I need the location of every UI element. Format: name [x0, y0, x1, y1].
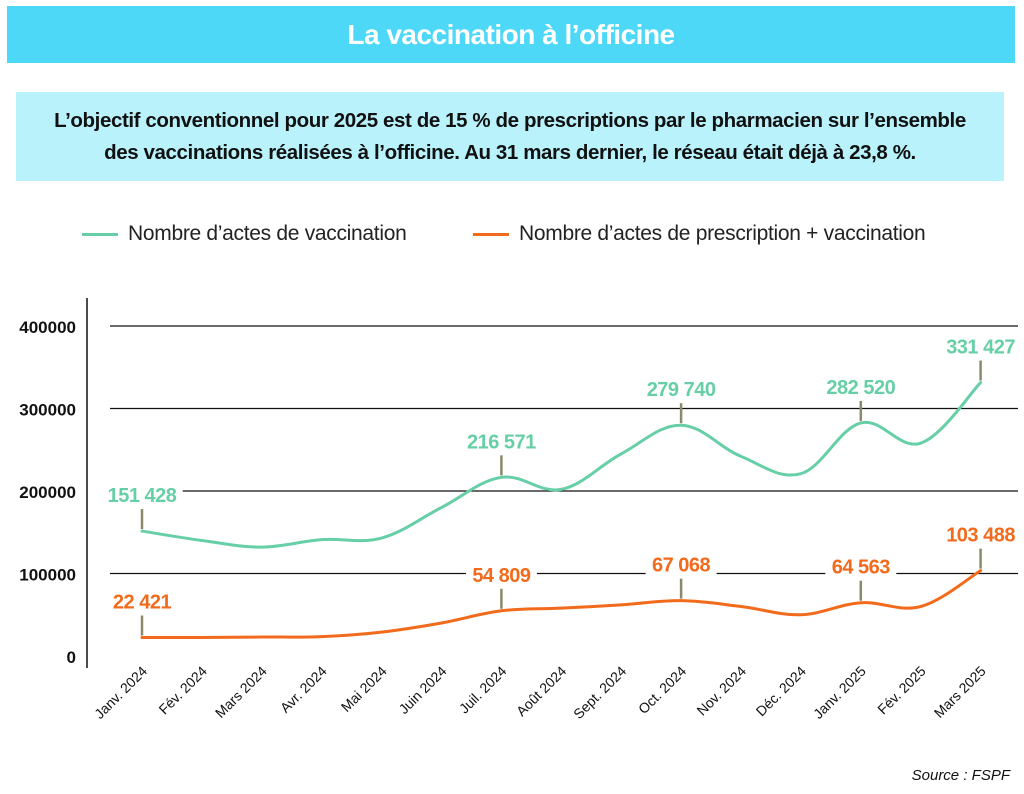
- data-label: 67 068: [652, 555, 711, 577]
- data-label: 54 809: [472, 565, 531, 587]
- data-label-bg: [106, 589, 178, 614]
- x-tick-label: Sept. 2024: [570, 663, 629, 722]
- data-label: 331 427: [946, 337, 1015, 359]
- title-banner: La vaccination à l’officine: [7, 6, 1015, 63]
- y-tick-label: 300000: [19, 401, 76, 420]
- x-tick-label: Juil. 2024: [456, 663, 510, 717]
- x-tick-label: Avr. 2024: [277, 663, 330, 716]
- x-tick-label: Janv. 2024: [91, 663, 150, 722]
- x-tick-label: Fév. 2025: [874, 663, 929, 718]
- y-tick-label: 0: [67, 648, 76, 667]
- source-note: Source : FSPF: [911, 767, 1010, 784]
- data-label-bg: [640, 377, 722, 402]
- data-label-bg: [825, 554, 897, 579]
- legend-swatch-green: [82, 232, 118, 236]
- x-tick-label: Mars 2024: [212, 663, 270, 721]
- data-label: 151 428: [108, 485, 177, 507]
- series-line-vaccination: [140, 381, 983, 549]
- legend-item-vaccination: Nombre d’actes de vaccination: [82, 222, 407, 246]
- data-label-bg: [820, 374, 902, 399]
- data-label-bg: [101, 483, 183, 508]
- data-label: 103 488: [946, 525, 1015, 547]
- data-label-bg: [645, 552, 717, 577]
- x-tick-label: Oct. 2024: [635, 663, 689, 717]
- chart-title: La vaccination à l’officine: [347, 18, 675, 50]
- subtitle-line-1: L’objectif conventionnel pour 2025 est d…: [54, 108, 966, 132]
- x-tick-label: Juin 2024: [395, 663, 449, 717]
- data-label-bg: [939, 522, 1022, 547]
- series-line-prescription: [140, 569, 983, 640]
- data-label-bg: [465, 562, 537, 587]
- legend: Nombre d’actes de vaccination Nombre d’a…: [0, 222, 1024, 252]
- subtitle-box: L’objectif conventionnel pour 2025 est d…: [16, 92, 1004, 181]
- x-tick-label: Janv. 2025: [810, 663, 869, 722]
- x-tick-label: Fév. 2024: [155, 663, 210, 718]
- legend-label-vaccination: Nombre d’actes de vaccination: [128, 222, 407, 245]
- legend-swatch-orange: [473, 232, 509, 236]
- y-tick-label: 400000: [19, 318, 76, 337]
- data-label: 64 563: [832, 557, 891, 579]
- x-tick-label: Mai 2024: [338, 663, 390, 715]
- subtitle-line-2: des vaccinations réalisées à l’officine.…: [104, 140, 916, 164]
- x-tick-label: Août 2024: [513, 663, 570, 720]
- y-tick-label: 100000: [19, 566, 76, 585]
- data-label-bg: [460, 429, 543, 454]
- x-tick-label: Déc. 2024: [753, 663, 810, 720]
- legend-label-prescription: Nombre d’actes de prescription + vaccina…: [519, 222, 926, 245]
- data-label: 22 421: [113, 592, 172, 614]
- x-tick-label: Nov. 2024: [693, 663, 749, 719]
- data-label-bg: [939, 334, 1022, 359]
- data-label: 216 571: [467, 431, 536, 453]
- x-tick-label: Mars 2025: [931, 663, 989, 721]
- legend-item-prescription: Nombre d’actes de prescription + vaccina…: [473, 222, 926, 246]
- data-label: 282 520: [826, 377, 895, 399]
- data-label: 279 740: [647, 379, 716, 401]
- y-tick-label: 200000: [19, 483, 76, 502]
